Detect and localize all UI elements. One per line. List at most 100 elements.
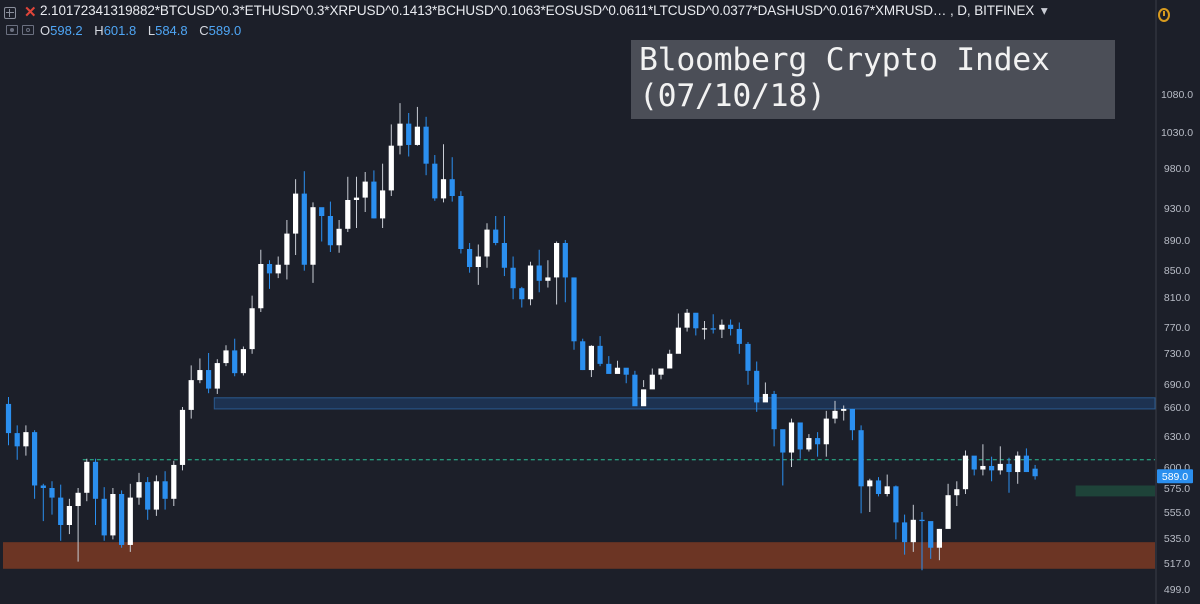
candle-body <box>275 264 281 274</box>
candle-body <box>388 145 394 191</box>
candle <box>388 124 394 196</box>
candle-body <box>997 463 1003 471</box>
candle-body <box>475 256 481 267</box>
candle <box>658 368 664 380</box>
candle <box>136 472 142 505</box>
candle <box>423 116 429 176</box>
open-label: O <box>40 23 51 38</box>
price-tick-label: 850.0 <box>1164 265 1190 277</box>
candle-body <box>527 265 534 300</box>
candle <box>832 400 838 424</box>
candle-body <box>597 345 603 364</box>
candle-body <box>423 126 429 164</box>
settings-icon[interactable] <box>22 25 34 35</box>
candle <box>414 106 420 146</box>
visibility-icon[interactable] <box>6 25 18 35</box>
candle-body <box>458 196 464 249</box>
expand-icon[interactable] <box>4 7 16 19</box>
symbol-title[interactable]: 2.10172341319882*BTCUSD^0.3*ETHUSD^0.3*X… <box>40 3 1048 19</box>
candle <box>371 170 377 219</box>
candle-body <box>319 207 325 216</box>
candle <box>919 512 925 571</box>
candle-body <box>467 249 473 267</box>
candle-body <box>728 324 734 329</box>
candle <box>353 176 360 228</box>
price-tick-label: 555.0 <box>1164 507 1190 519</box>
candle-body <box>806 438 812 450</box>
candle-body <box>902 522 908 543</box>
zone-resistance-blue <box>213 397 1156 410</box>
candle <box>545 260 551 288</box>
candle <box>119 490 125 548</box>
candle-body <box>788 422 795 453</box>
candle-body <box>232 350 238 374</box>
candle <box>745 341 751 385</box>
candle <box>14 425 20 460</box>
price-tick-label: 630.0 <box>1164 431 1190 443</box>
candle <box>145 477 151 520</box>
candle <box>693 312 699 336</box>
candle-body <box>336 228 342 246</box>
candle <box>266 260 273 289</box>
candle-body <box>345 200 351 229</box>
candle <box>23 425 29 456</box>
candle <box>1032 464 1038 480</box>
candle-body <box>32 432 38 486</box>
candle <box>962 450 969 494</box>
candle-body <box>945 495 951 529</box>
candle-body <box>954 489 960 496</box>
candle <box>49 481 55 515</box>
candle-body <box>449 179 455 196</box>
candle-body <box>693 312 699 329</box>
candle-body <box>310 207 316 265</box>
candle <box>493 216 499 246</box>
candle <box>519 286 525 308</box>
candle-body <box>301 193 307 265</box>
candle <box>858 425 864 514</box>
candle-body <box>962 455 969 490</box>
candle-body <box>745 343 751 371</box>
candle <box>867 478 873 512</box>
price-tick-label: 660.0 <box>1164 402 1190 414</box>
candle <box>536 249 542 293</box>
candle-body <box>432 163 438 199</box>
close-label: C <box>199 23 209 38</box>
candle-body <box>371 181 377 219</box>
candle-body <box>484 229 490 257</box>
candle <box>162 471 168 510</box>
candle <box>458 191 464 254</box>
candle <box>893 485 899 540</box>
price-axis[interactable]: 499.0517.0535.0555.0575.0600.0630.0660.0… <box>1161 89 1193 596</box>
alarm-clock-icon[interactable] <box>1158 8 1170 22</box>
candle <box>780 429 786 486</box>
candle-body <box>815 438 821 445</box>
chevron-down-icon[interactable]: ▾ <box>1040 3 1048 18</box>
candle <box>336 220 342 253</box>
candle-body <box>136 482 142 498</box>
candle-body <box>754 370 760 403</box>
candle <box>153 475 159 516</box>
candle-body <box>614 367 621 374</box>
close-value: 589.0 <box>208 23 242 38</box>
candle-body <box>832 410 838 419</box>
candle <box>902 514 908 555</box>
candle-body <box>658 368 664 375</box>
candle <box>954 481 960 506</box>
candle-body <box>84 461 90 493</box>
candle <box>762 382 768 403</box>
candle-body <box>736 328 742 344</box>
candle <box>701 321 708 340</box>
close-icon[interactable]: ✕ <box>24 4 37 21</box>
candle <box>632 370 638 407</box>
candle-body <box>989 465 995 471</box>
candle-body <box>440 179 447 199</box>
candle <box>875 477 882 497</box>
candle <box>623 367 629 384</box>
low-label: L <box>147 23 156 38</box>
candle-body <box>406 123 412 145</box>
candle-body <box>1032 468 1038 477</box>
candle <box>171 460 177 506</box>
candle-body <box>641 389 647 407</box>
price-tick-label: 890.0 <box>1164 235 1190 247</box>
